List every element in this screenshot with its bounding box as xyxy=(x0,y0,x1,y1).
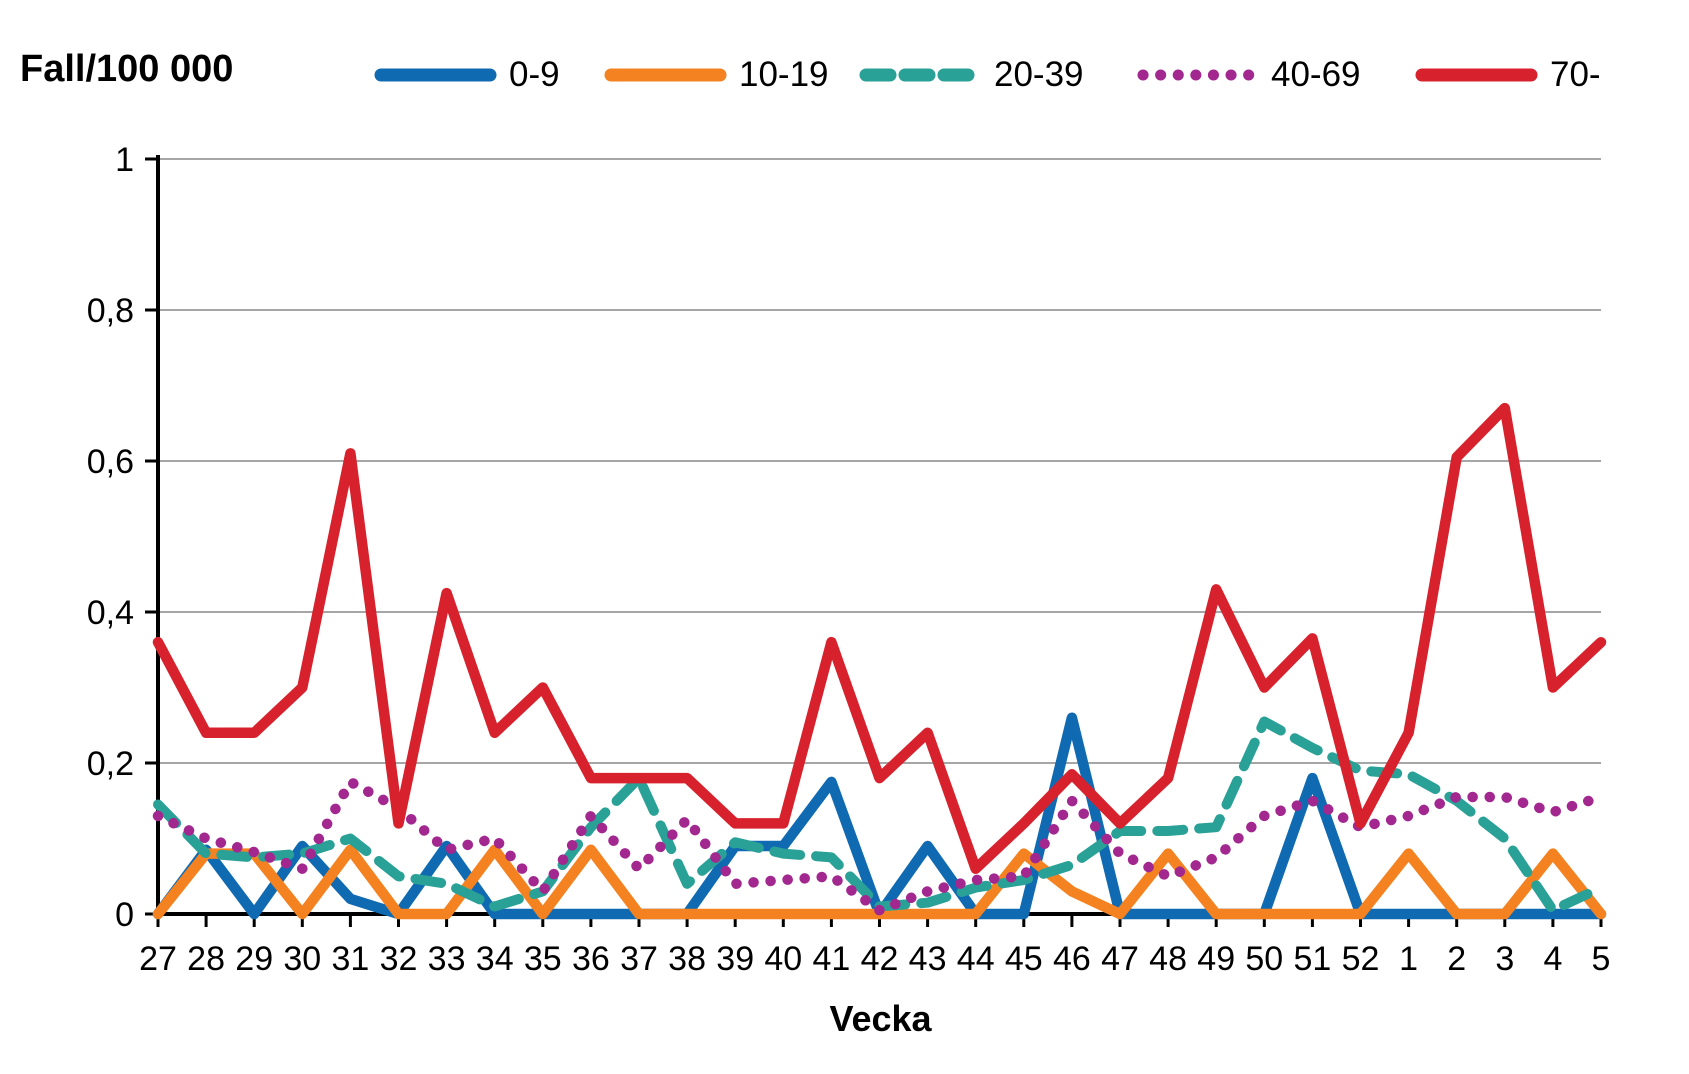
x-tick-label: 4 xyxy=(1543,940,1562,978)
x-tick-label: 38 xyxy=(668,940,706,978)
legend-label-20-39: 20-39 xyxy=(994,55,1084,94)
x-tick-label: 44 xyxy=(957,940,995,978)
x-axis-title: Vecka xyxy=(829,998,932,1039)
legend: Fall/100 000 0-9 10-19 20-39 40-69 70- xyxy=(0,0,1689,112)
x-tick-label: 42 xyxy=(861,940,899,978)
x-tick-label: 32 xyxy=(380,940,418,978)
x-tick-label: 36 xyxy=(572,940,610,978)
x-tick-label: 35 xyxy=(524,940,562,978)
legend-swatch-0-9 xyxy=(374,68,497,82)
x-tick-label: 28 xyxy=(187,940,225,978)
x-tick-label: 41 xyxy=(812,940,850,978)
y-tick-label: 0,4 xyxy=(87,594,134,632)
y-tick-label: 0 xyxy=(115,896,134,934)
x-tick-label: 37 xyxy=(620,940,658,978)
x-tick-label: 39 xyxy=(716,940,754,978)
x-tick-label: 34 xyxy=(476,940,514,978)
x-tick-label: 31 xyxy=(331,940,369,978)
x-tick-label: 47 xyxy=(1101,940,1139,978)
x-tick-label: 46 xyxy=(1053,940,1091,978)
x-tick-label: 5 xyxy=(1592,940,1611,978)
x-tick-label: 49 xyxy=(1197,940,1235,978)
x-tick-label: 33 xyxy=(428,940,466,978)
y-tick-label: 0,2 xyxy=(87,745,134,783)
legend-item-20-39: 20-39 xyxy=(859,55,1084,95)
legend-swatch-40-69 xyxy=(1137,69,1258,81)
x-tick-label: 45 xyxy=(1005,940,1043,978)
legend-label-0-9: 0-9 xyxy=(509,55,560,94)
legend-swatch-20-39 xyxy=(859,68,982,82)
legend-swatch-10-19 xyxy=(604,68,727,82)
x-tick-label: 40 xyxy=(764,940,802,978)
x-tick-label: 51 xyxy=(1293,940,1331,978)
legend-label-40-69: 40-69 xyxy=(1271,55,1361,94)
y-tick-label: 0,8 xyxy=(87,292,134,330)
legend-item-40-69: 40-69 xyxy=(1136,55,1361,95)
y-tick-label: 0,6 xyxy=(87,443,134,481)
x-tick-label: 29 xyxy=(235,940,273,978)
legend-label-10-19: 10-19 xyxy=(739,55,829,94)
legend-label-70-: 70- xyxy=(1550,55,1601,94)
x-tick-label: 30 xyxy=(283,940,321,978)
x-tick-label: 52 xyxy=(1342,940,1380,978)
legend-item-10-19: 10-19 xyxy=(604,55,829,95)
x-tick-label: 43 xyxy=(909,940,947,978)
series-line-70- xyxy=(152,402,1607,874)
plot-area: 0 0,2 0,4 0,6 0,8 1 27 28 29 30 31 32 33 34 35 36 37 38 39… xyxy=(0,112,1689,992)
x-tick-label: 27 xyxy=(139,940,177,978)
legend-item-70-: 70- xyxy=(1415,55,1601,95)
x-tick-label: 1 xyxy=(1399,940,1418,978)
x-tick-label: 50 xyxy=(1245,940,1283,978)
x-tick-label: 3 xyxy=(1495,940,1514,978)
legend-swatch-70- xyxy=(1415,68,1538,82)
legend-item-0-9: 0-9 xyxy=(374,55,560,95)
y-tick-label: 1 xyxy=(115,141,134,179)
x-tick-label: 48 xyxy=(1149,940,1187,978)
x-tick-label: 2 xyxy=(1447,940,1466,978)
chart-title: Fall/100 000 xyxy=(20,48,234,90)
